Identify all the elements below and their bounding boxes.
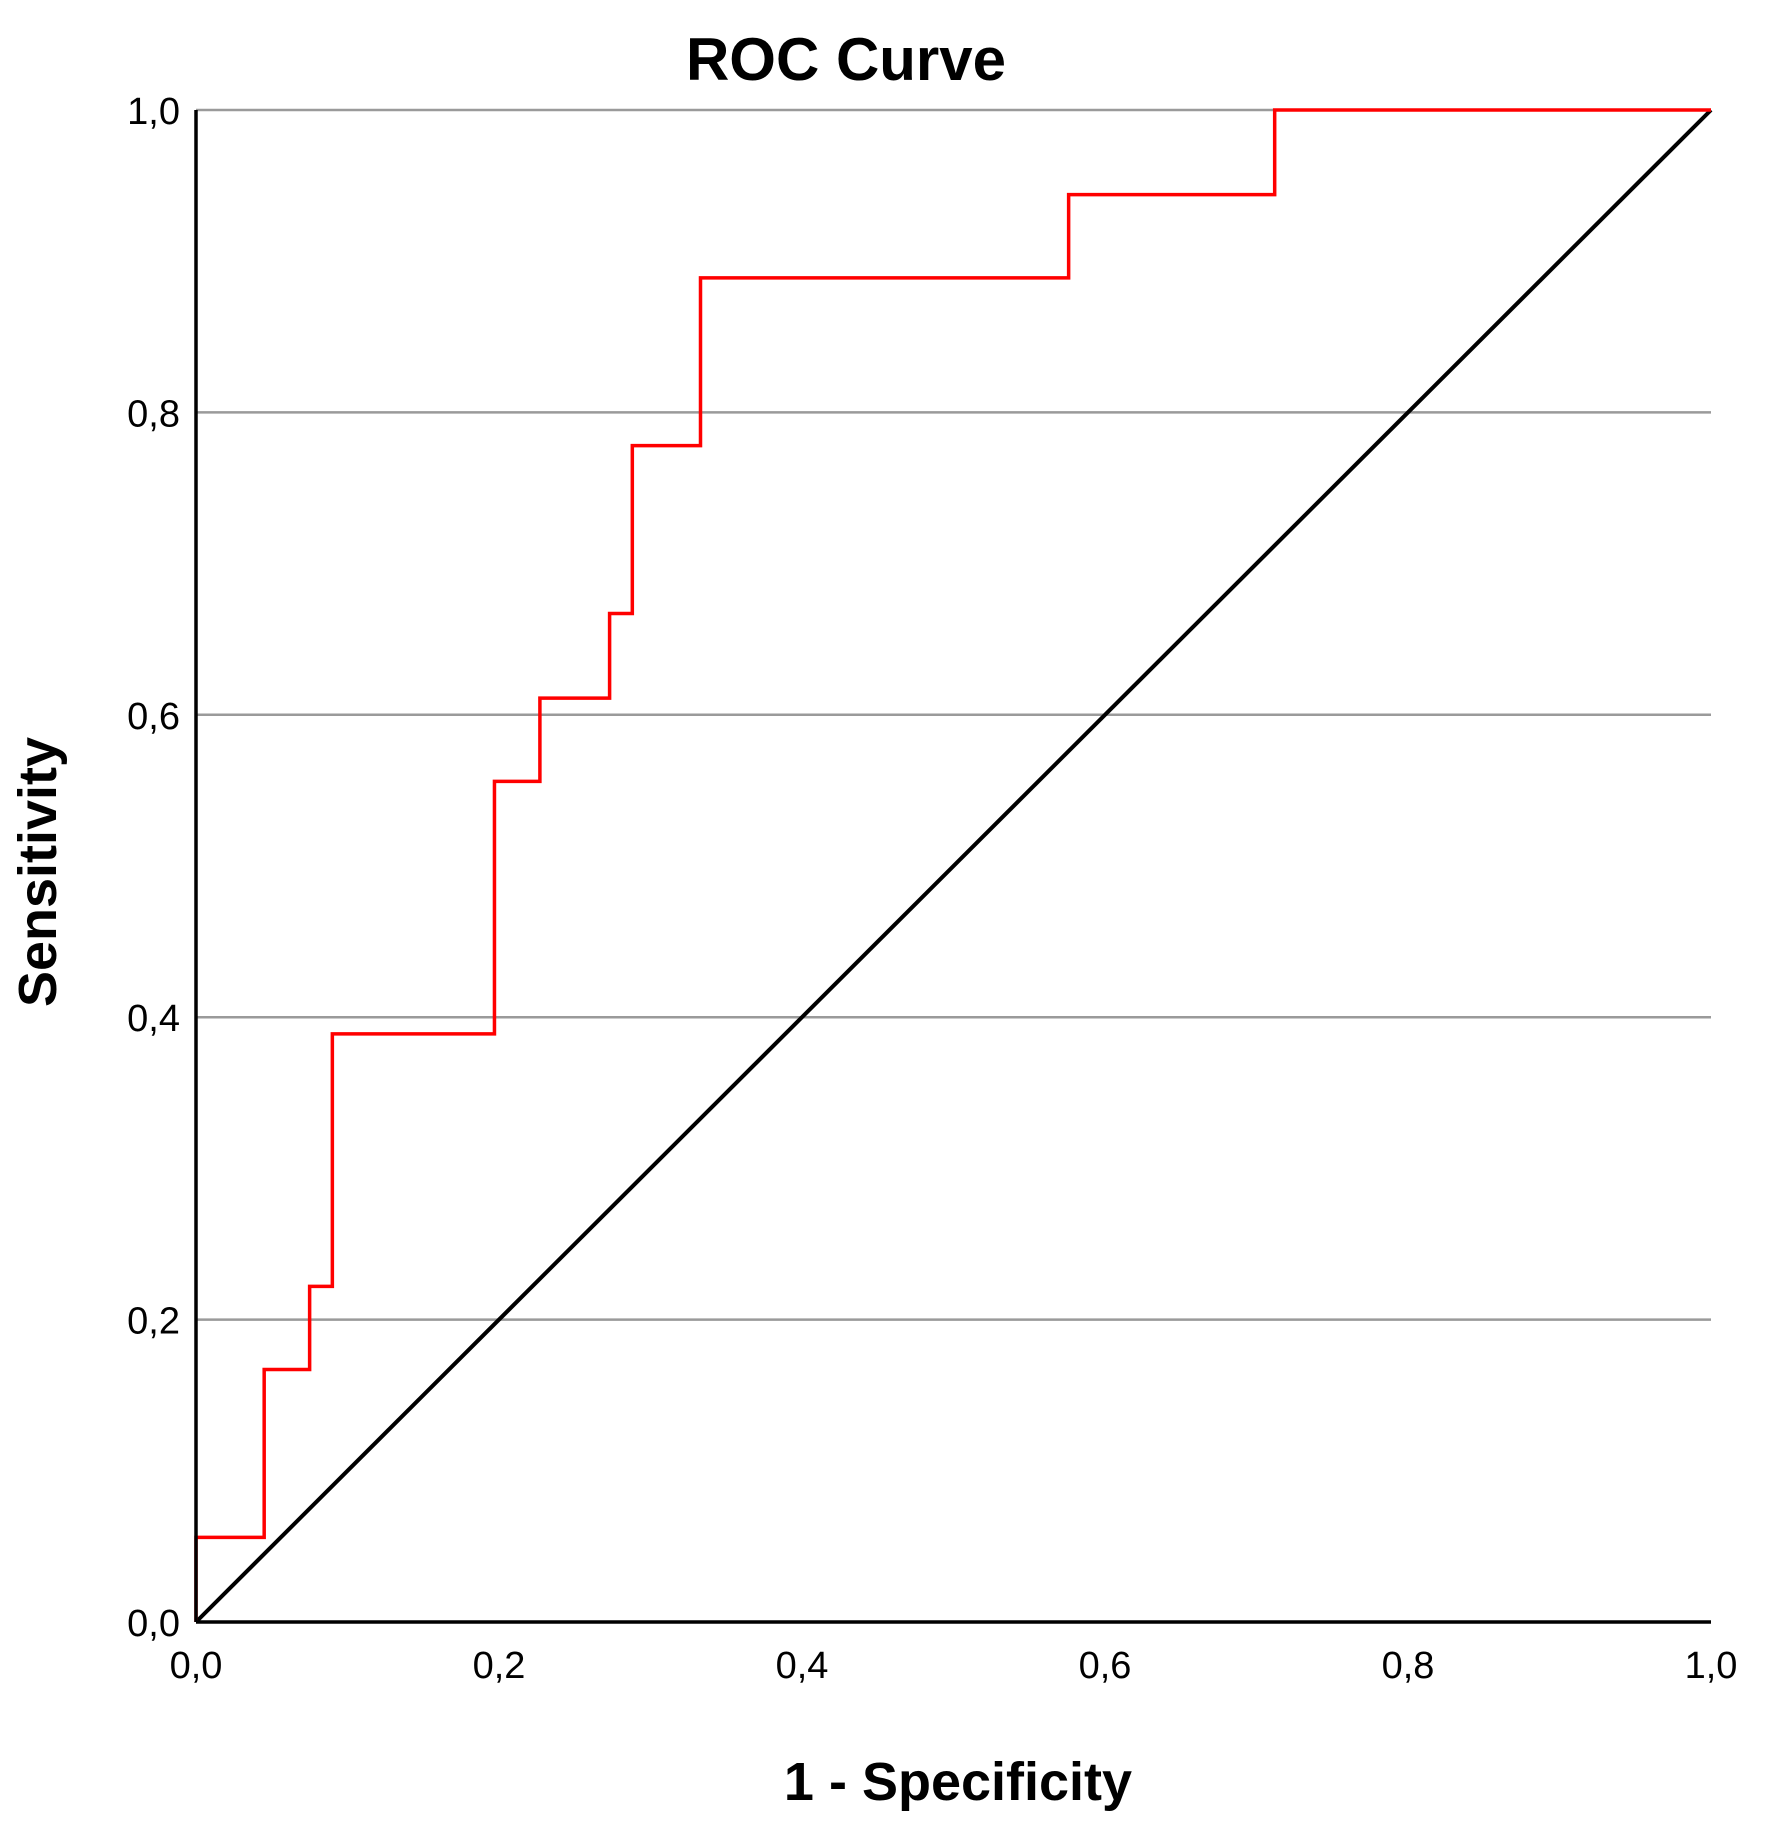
axes: [194, 110, 1711, 1624]
reference-line-group: [194, 108, 1713, 1624]
x-tick-label-5: 1,0: [1685, 1645, 1738, 1687]
y-tick-label-5: 1,0: [127, 91, 180, 133]
gridlines: [196, 108, 1711, 1321]
x-tick-label-0: 0,0: [170, 1645, 223, 1687]
y-tick-label-1: 0,2: [127, 1301, 180, 1343]
x-tick-label-3: 0,6: [1079, 1645, 1132, 1687]
x-tick-labels: 0,0 0,2 0,4 0,6 0,8 1,0: [170, 1645, 1738, 1687]
x-tick-label-2: 0,4: [776, 1645, 829, 1687]
chart-title: ROC Curve: [686, 26, 1006, 93]
y-tick-label-0: 0,0: [127, 1603, 180, 1645]
roc-curve-group: [194, 108, 1711, 1622]
y-tick-label-3: 0,6: [127, 696, 180, 738]
y-axis-label: Sensitivity: [8, 737, 68, 1007]
reference-diagonal-line: [194, 108, 1713, 1624]
y-tick-label-4: 0,8: [127, 393, 180, 435]
roc-curve-line: [194, 108, 1711, 1622]
x-axis-label: 1 - Specificity: [784, 1752, 1132, 1812]
y-tick-labels: 0,0 0,2 0,4 0,6 0,8 1,0: [127, 91, 180, 1645]
y-tick-label-2: 0,4: [127, 998, 180, 1040]
x-tick-label-4: 0,8: [1382, 1645, 1435, 1687]
x-tick-label-1: 0,2: [473, 1645, 526, 1687]
